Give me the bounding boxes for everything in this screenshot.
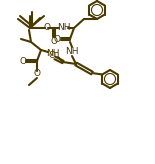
Text: O: O [51, 37, 58, 45]
Text: NH: NH [65, 47, 79, 55]
Text: O: O [33, 70, 40, 79]
Text: NH: NH [46, 50, 60, 59]
Text: O: O [53, 34, 60, 43]
Text: O: O [20, 57, 27, 65]
Text: O: O [49, 51, 55, 60]
Text: O: O [44, 23, 51, 32]
Text: NH: NH [57, 23, 71, 32]
